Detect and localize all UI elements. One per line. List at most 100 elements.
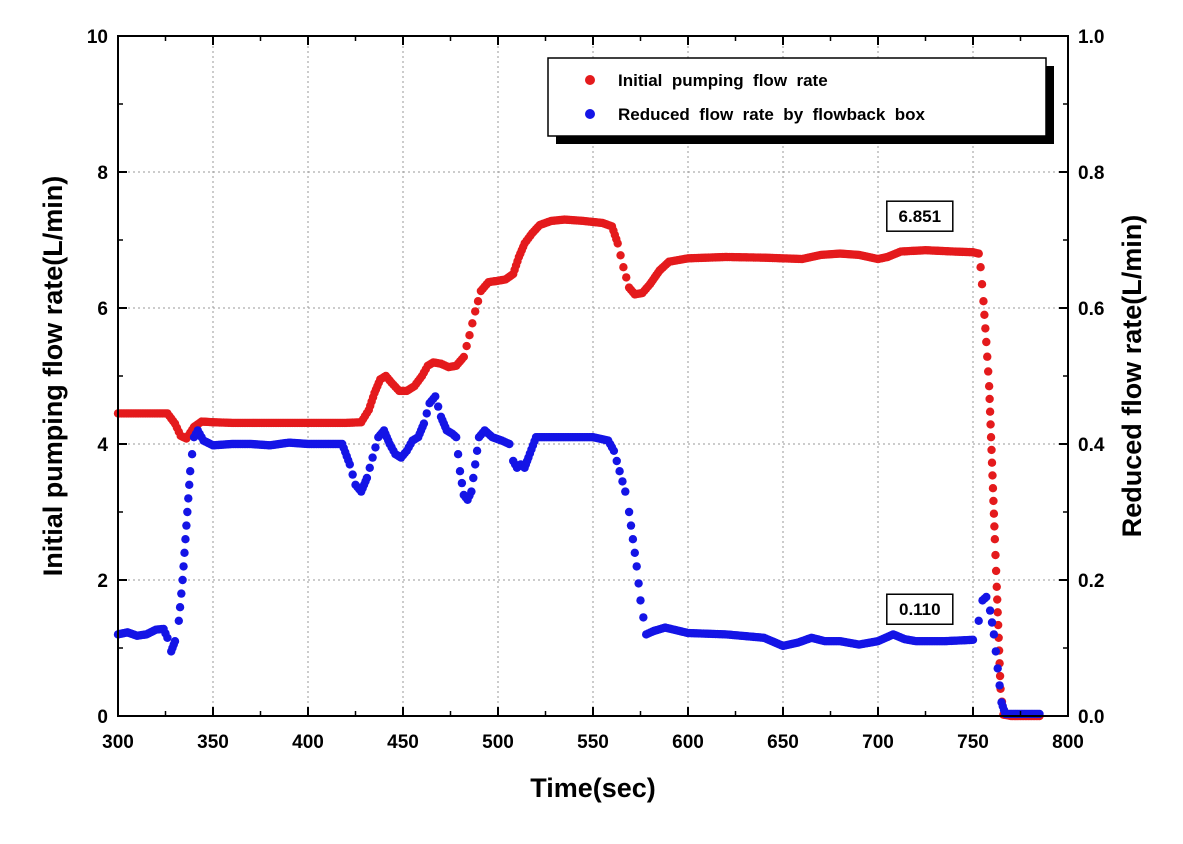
data-point: [628, 535, 638, 544]
x-tick-label: 750: [957, 732, 989, 753]
data-point: [990, 522, 999, 531]
data-point: [991, 647, 1000, 656]
series-layer: [113, 215, 1044, 721]
data-point: [455, 467, 465, 476]
y-left-tick-label: 10: [87, 27, 108, 48]
annotation-reduced-value: 0.110: [886, 593, 954, 625]
data-point: [469, 473, 478, 483]
data-point: [431, 392, 440, 401]
annotation-box: [886, 593, 954, 625]
data-point: [368, 453, 377, 462]
annotations: 6.851 0.110: [886, 200, 954, 625]
data-point: [990, 535, 1000, 544]
data-point: [467, 487, 476, 496]
data-point: [636, 596, 645, 605]
series-reduced-flow: [113, 392, 1044, 719]
axis-tick-labels: 300 350 400 450 500 550 600 650 700 750 800 0 2 4 6 8 10…: [87, 27, 1105, 753]
data-point: [989, 509, 999, 518]
data-point: [980, 310, 989, 319]
data-point: [993, 664, 1002, 673]
data-point: [632, 562, 641, 571]
x-tick-label: 550: [577, 732, 609, 753]
x-axis-title: Time(sec): [530, 773, 656, 803]
data-point: [181, 535, 190, 544]
x-tick-label: 450: [387, 732, 419, 753]
y-left-axis-title: Initial pumping flow rate(L/min): [38, 176, 68, 576]
data-point: [626, 521, 636, 530]
annotation-text: 6.851: [899, 207, 942, 226]
data-point: [473, 297, 483, 306]
legend-label-initial: Initial pumping flow rate: [618, 71, 828, 90]
x-tick-label: 400: [292, 732, 324, 753]
data-point: [371, 443, 380, 452]
data-point: [992, 582, 1001, 591]
data-point: [989, 630, 999, 639]
data-point: [462, 341, 471, 351]
data-point: [175, 603, 185, 612]
data-point: [472, 446, 482, 455]
x-tick-label: 350: [197, 732, 229, 753]
data-point: [979, 297, 988, 306]
data-point: [179, 562, 188, 571]
data-point: [624, 507, 634, 517]
data-point: [178, 575, 187, 585]
data-point: [618, 477, 627, 486]
data-point: [612, 456, 621, 466]
data-point: [985, 407, 995, 416]
data-point: [180, 548, 189, 557]
data-point: [457, 478, 467, 488]
data-point: [993, 608, 1002, 617]
data-point: [609, 446, 619, 455]
legend-marker-reduced: [585, 109, 595, 119]
data-point: [616, 251, 625, 260]
data-point: [634, 579, 643, 588]
data-point: [985, 394, 994, 404]
y-left-tick-label: 4: [97, 435, 108, 456]
data-point: [976, 263, 985, 272]
x-tick-label: 600: [672, 732, 704, 753]
data-point: [186, 467, 195, 476]
grid-lines: [118, 36, 1068, 716]
data-point: [348, 470, 357, 479]
data-point: [989, 496, 998, 506]
data-point: [177, 589, 186, 598]
data-point: [991, 566, 1001, 576]
y-right-tick-label: 0.6: [1078, 299, 1104, 320]
data-point: [433, 402, 443, 411]
y-left-tick-label: 6: [97, 299, 108, 320]
data-point: [345, 460, 354, 469]
data-point: [995, 671, 1005, 681]
data-point: [362, 473, 372, 483]
data-point: [419, 419, 429, 428]
data-point: [993, 595, 1002, 604]
x-tick-label: 800: [1052, 732, 1084, 753]
data-point: [452, 433, 461, 442]
data-point: [459, 352, 468, 362]
data-point: [987, 445, 996, 455]
axis-ticks: [117, 35, 1069, 717]
data-point: [630, 548, 639, 557]
data-point: [619, 263, 628, 272]
data-point: [983, 352, 992, 361]
data-point: [987, 458, 997, 467]
data-point: [185, 480, 194, 489]
y-left-tick-label: 0: [97, 707, 108, 728]
data-point: [986, 433, 996, 442]
data-point: [182, 521, 191, 530]
data-point: [988, 484, 998, 493]
data-point: [453, 450, 463, 459]
data-point: [995, 681, 1004, 690]
data-point: [639, 613, 648, 622]
data-point: [183, 507, 192, 517]
data-point: [465, 331, 474, 340]
data-point: [985, 606, 995, 615]
data-point: [471, 460, 480, 469]
annotation-text: 0.110: [899, 600, 941, 619]
series-initial-pumping: [113, 215, 1044, 721]
data-point: [174, 616, 183, 625]
data-point: [991, 550, 1000, 560]
data-point: [615, 467, 624, 476]
data-point: [622, 273, 631, 282]
data-point: [984, 367, 993, 376]
